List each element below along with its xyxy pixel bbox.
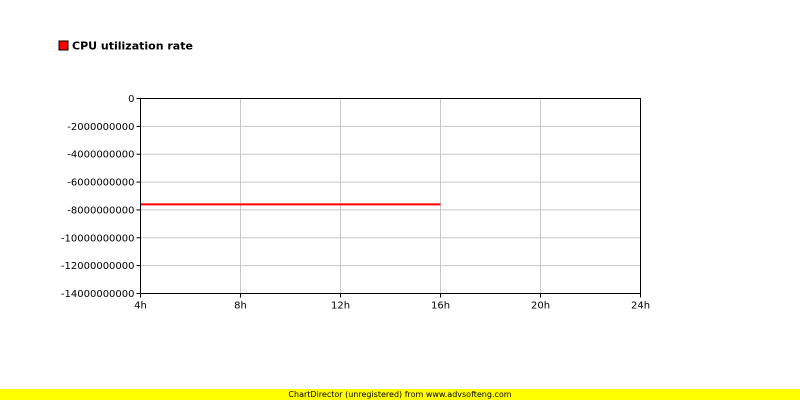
legend-label: CPU utilization rate — [72, 40, 193, 53]
legend: CPU utilization rate — [58, 40, 193, 53]
y-tick-label: -6000000000 — [67, 178, 134, 189]
y-axis: 0 -2000000000 -4000000000 -6000000000 -80000… — [61, 94, 141, 300]
x-tick-label: 8h — [234, 301, 247, 312]
footer-banner: ChartDirector (unregistered) from www.ad… — [0, 389, 800, 400]
y-tick-label: -4000000000 — [67, 150, 134, 161]
x-tick-label: 4h — [134, 301, 147, 312]
grid — [140, 98, 641, 294]
y-tick-label: -10000000000 — [61, 233, 135, 244]
y-tick-label: -14000000000 — [61, 289, 135, 300]
x-tick-label: 16h — [431, 301, 450, 312]
x-axis: 4h 8h 12h 16h 20h 24h — [134, 293, 650, 312]
x-tick-label: 12h — [331, 301, 350, 312]
y-tick-label: 0 — [128, 94, 134, 105]
y-tick-label: -8000000000 — [67, 205, 134, 216]
plot-area — [140, 98, 641, 294]
line-chart: CPU utilization rate 0 -2000000000 -400000… — [58, 40, 650, 312]
x-tick-label: 24h — [631, 301, 650, 312]
legend-swatch — [58, 40, 69, 51]
y-tick-label: -12000000000 — [61, 261, 135, 272]
y-tick-label: -2000000000 — [67, 122, 134, 133]
x-tick-label: 20h — [531, 301, 550, 312]
